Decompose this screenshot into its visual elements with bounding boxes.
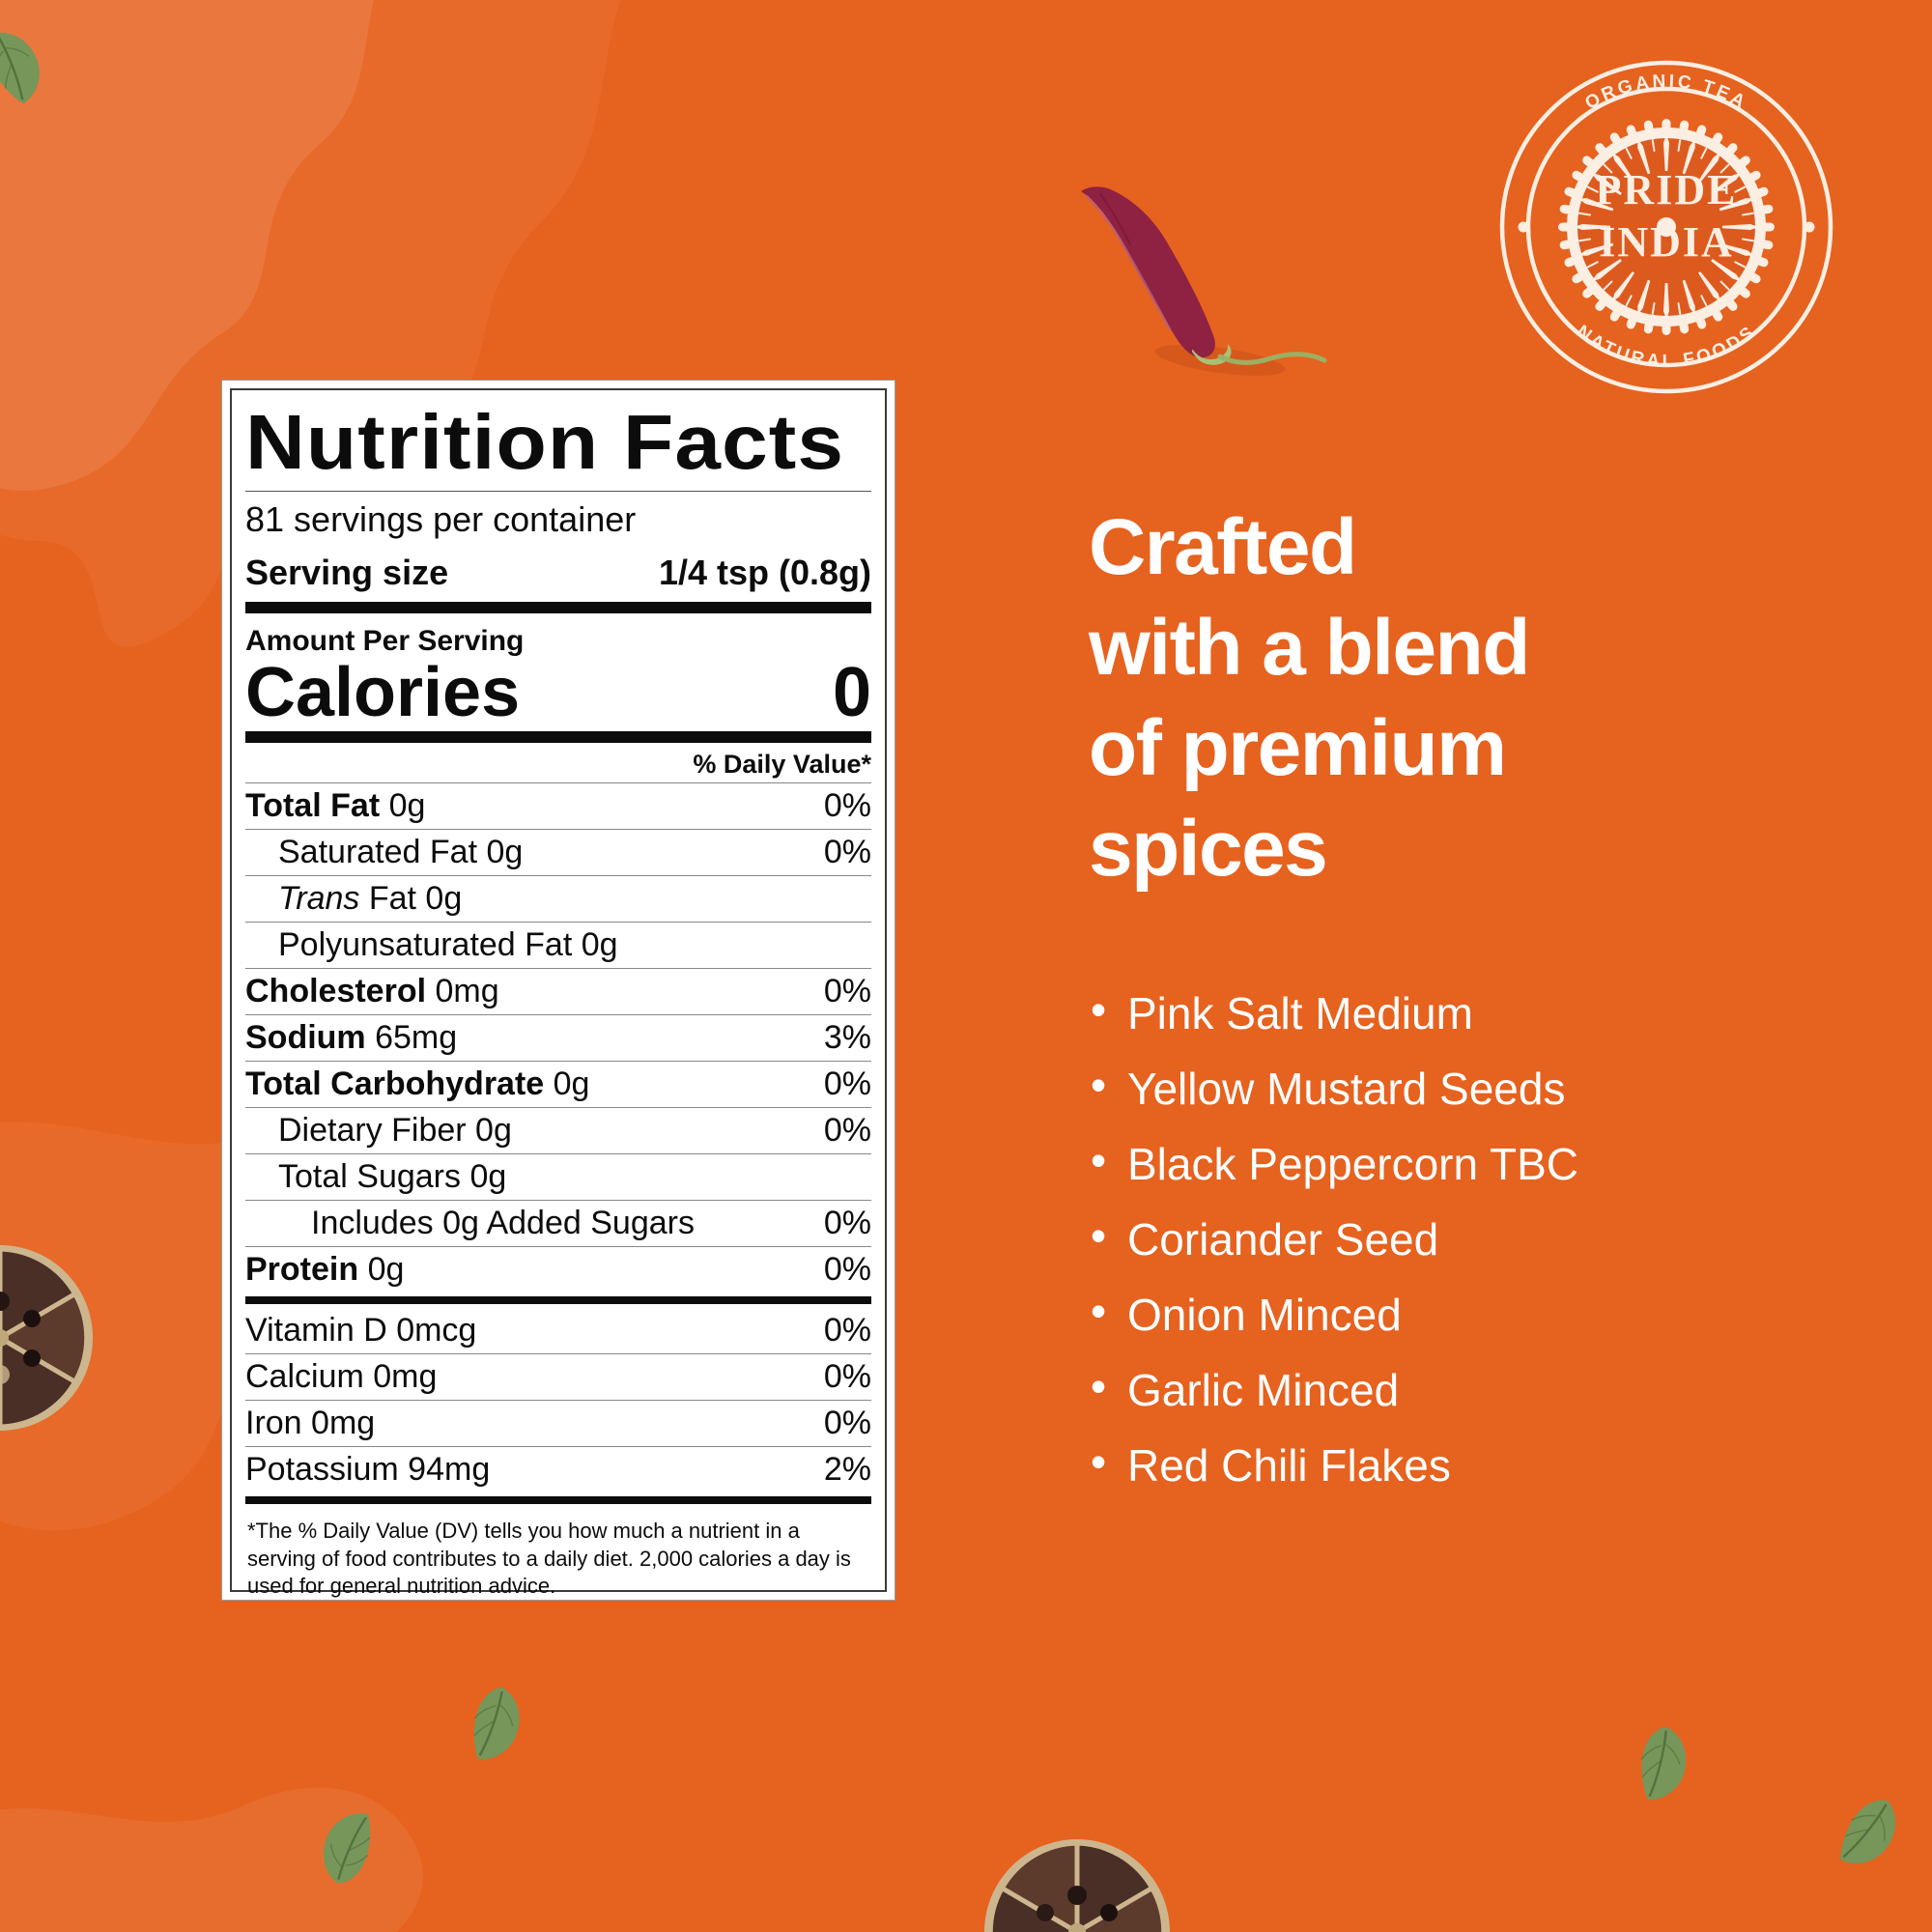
svg-text:ORGANIC TEA: ORGANIC TEA (1581, 71, 1750, 114)
svg-text:PRIDE: PRIDE (1596, 166, 1738, 213)
svg-text:INDIA: INDIA (1599, 218, 1734, 266)
